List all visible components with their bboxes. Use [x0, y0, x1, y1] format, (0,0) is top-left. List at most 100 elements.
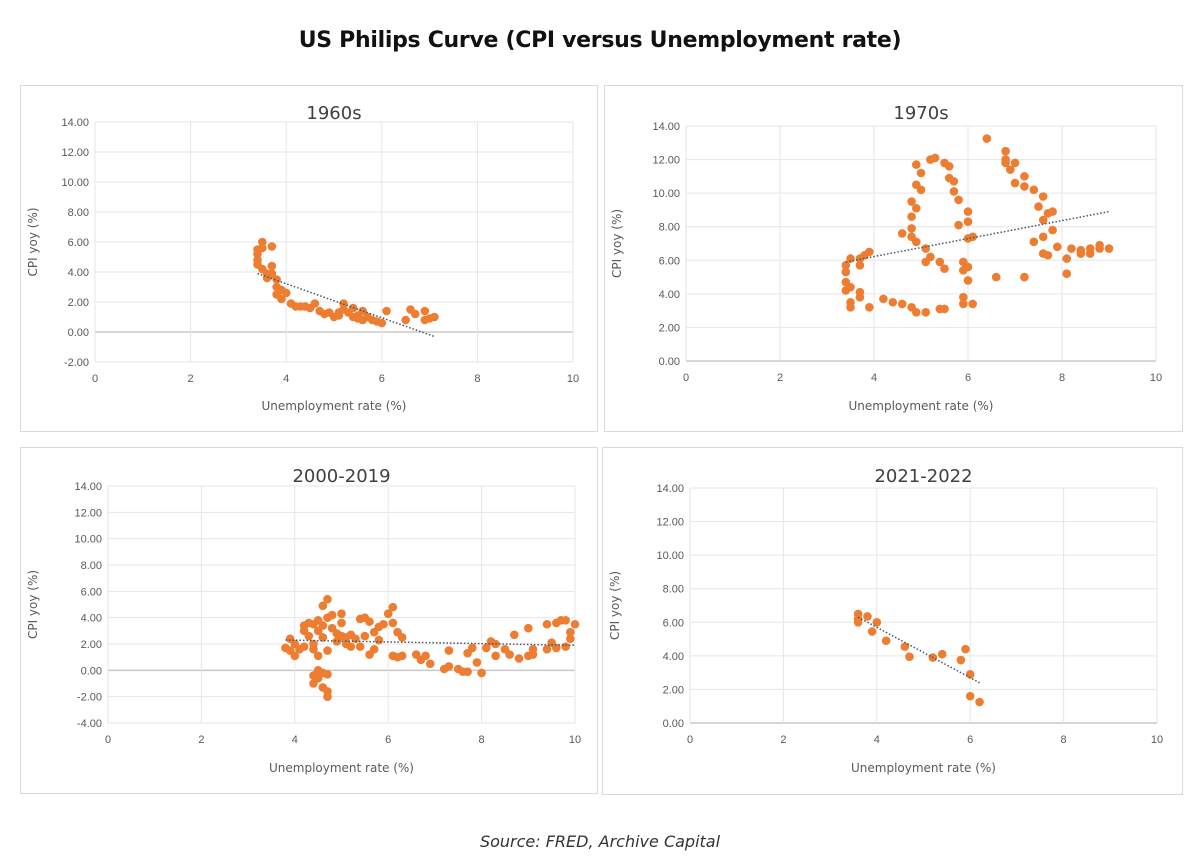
data-point: [968, 299, 977, 309]
scatter-chart: -4.00 -2.00 0.00 2.00 4.00 6.00 8.00 10.00 12.00…: [26, 466, 581, 775]
data-point: [1043, 250, 1053, 260]
data-point: [935, 304, 945, 314]
data-point: [444, 662, 454, 671]
data-point: [912, 237, 921, 247]
chart-panel-2000-2019: -4.00 -2.00 0.00 2.00 4.00 6.00 8.00 10.00 12.00…: [20, 447, 598, 794]
x-tick-label: 2: [777, 372, 783, 384]
data-point: [323, 669, 332, 679]
data-point: [382, 306, 391, 316]
data-point: [444, 646, 454, 655]
y-tick-label: 14.00: [652, 121, 680, 133]
chart-panel-1970s: 0.00 2.00 4.00 6.00 8.00 10.00 12.00 14.00 0 2 4 6 8…: [604, 85, 1183, 432]
data-point: [420, 306, 430, 316]
data-point: [1029, 237, 1039, 247]
trendline: [285, 639, 576, 647]
data-point: [309, 644, 318, 654]
y-tick-label: 8.00: [659, 222, 680, 234]
data-point: [921, 244, 930, 253]
x-tick-label: 8: [1059, 372, 1065, 384]
data-point: [841, 267, 851, 277]
y-axis-label: CPI yoy (%): [26, 207, 40, 276]
x-tick-label: 0: [687, 734, 693, 746]
data-point: [566, 634, 575, 644]
data-point: [905, 652, 914, 661]
data-point: [1001, 146, 1010, 156]
y-tick-label: 10.00: [656, 550, 684, 562]
data-point: [912, 160, 921, 169]
data-point: [1053, 242, 1062, 252]
y-tick-label: 14.00: [656, 483, 684, 495]
data-point: [916, 168, 926, 178]
data-point: [1104, 244, 1114, 253]
y-tick-label: 6.00: [68, 237, 89, 249]
data-point: [949, 187, 959, 196]
y-tick-label: -4.00: [77, 718, 102, 730]
data-point: [542, 619, 552, 629]
data-point: [944, 161, 954, 171]
data-point: [888, 297, 898, 307]
data-point: [267, 261, 277, 271]
y-tick-label: 6.00: [663, 617, 684, 629]
y-tick-label: 12.00: [656, 517, 684, 529]
data-point: [327, 610, 337, 620]
y-tick-label: 6.00: [659, 255, 680, 267]
data-point: [872, 617, 882, 627]
data-point: [318, 601, 328, 611]
data-point: [912, 203, 921, 213]
data-point: [991, 272, 1001, 282]
y-tick-label: 8.00: [663, 584, 684, 596]
data-point: [337, 618, 346, 628]
data-point: [561, 642, 570, 651]
x-tick-label: 0: [105, 734, 111, 746]
data-point: [954, 220, 963, 230]
data-point: [975, 697, 984, 707]
y-tick-label: 4.00: [81, 613, 102, 625]
data-point: [388, 602, 398, 612]
y-tick-label: 12.00: [74, 507, 102, 519]
data-point: [954, 195, 963, 205]
data-point: [383, 609, 393, 619]
data-point: [323, 692, 332, 701]
data-point: [258, 243, 267, 253]
y-tick-label: 2.00: [659, 322, 680, 334]
chart-panel-2021-2022: 0.00 2.00 4.00 6.00 8.00 10.00 12.00 14.00 0 2 4 6 8…: [602, 447, 1183, 795]
y-tick-label: 10.00: [652, 188, 680, 200]
data-point: [1010, 158, 1020, 168]
y-axis-label: CPI yoy (%): [610, 209, 624, 278]
data-point: [566, 627, 575, 637]
data-point: [853, 617, 863, 627]
data-point: [907, 197, 916, 206]
data-point: [1095, 244, 1104, 253]
data-point: [369, 644, 379, 654]
x-tick-label: 4: [292, 734, 298, 746]
data-point: [397, 633, 407, 642]
data-point: [358, 306, 367, 316]
data-point: [956, 655, 966, 665]
scatter-chart: -2.00 0.00 2.00 4.00 6.00 8.00 10.00 12.00 14.00…: [26, 103, 579, 413]
data-point: [290, 651, 300, 661]
data-point: [570, 619, 580, 629]
chart-title: 2021-2022: [874, 466, 972, 487]
data-point: [388, 618, 398, 628]
y-tick-label: 0.00: [81, 665, 102, 677]
y-tick-label: 2.00: [663, 684, 684, 696]
data-point: [846, 297, 855, 307]
data-point: [524, 623, 533, 633]
data-point: [940, 264, 949, 273]
scatter-chart: 0.00 2.00 4.00 6.00 8.00 10.00 12.00 14.00 0 2 4 6 8…: [608, 466, 1163, 775]
x-tick-label: 8: [479, 734, 485, 746]
data-point: [867, 627, 877, 636]
data-point: [959, 266, 968, 275]
data-point: [318, 633, 328, 642]
data-point: [1029, 185, 1039, 195]
y-tick-label: 2.00: [68, 297, 89, 309]
y-tick-label: 4.00: [659, 289, 680, 301]
scatter-chart: 0.00 2.00 4.00 6.00 8.00 10.00 12.00 14.00 0 2 4 6 8…: [610, 103, 1162, 413]
data-point: [467, 643, 477, 653]
x-tick-label: 4: [283, 373, 289, 385]
data-point: [310, 299, 320, 308]
y-tick-label: 6.00: [81, 586, 102, 598]
y-tick-label: 14.00: [74, 481, 102, 493]
data-point: [897, 229, 907, 238]
data-point: [1038, 232, 1048, 242]
